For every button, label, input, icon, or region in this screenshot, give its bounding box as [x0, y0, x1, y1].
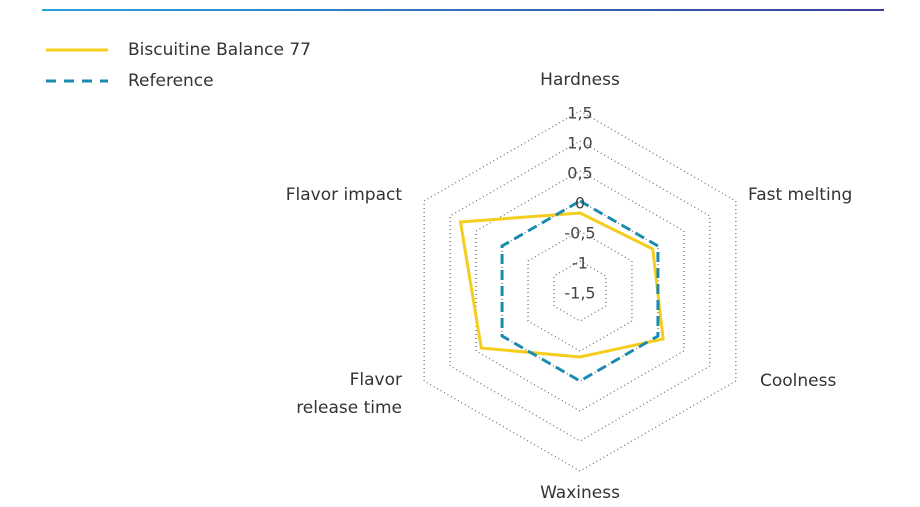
- category-label: Flavor release time: [296, 370, 402, 418]
- series-line: [500, 199, 660, 383]
- series-line: [458, 211, 665, 359]
- category-label: Flavor impact: [286, 185, 403, 205]
- grid-ring: [423, 110, 737, 472]
- tick-label: -1,5: [564, 284, 595, 303]
- legend-label: Biscuitine Balance 77: [128, 40, 311, 60]
- tick-label: -1: [572, 254, 588, 273]
- tick-label: 1,0: [567, 134, 592, 153]
- tick-label: 1,5: [567, 104, 592, 123]
- category-label: Waxiness: [540, 483, 620, 503]
- category-label: Hardness: [540, 70, 620, 90]
- tick-label: -0,5: [564, 224, 595, 243]
- top-rule: [42, 9, 884, 11]
- legend-label: Reference: [128, 71, 214, 91]
- category-label: Fast melting: [748, 185, 852, 205]
- category-label: Coolness: [760, 371, 836, 391]
- tick-label: 0: [575, 194, 585, 213]
- grid-ring: [527, 230, 633, 352]
- tick-label: 0,5: [567, 164, 592, 183]
